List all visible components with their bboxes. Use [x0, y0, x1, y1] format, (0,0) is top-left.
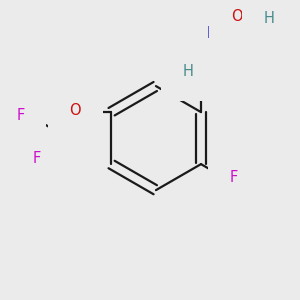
Text: O: O: [70, 103, 81, 118]
Text: F: F: [33, 151, 41, 166]
Text: H: H: [183, 64, 194, 80]
Text: F: F: [230, 170, 238, 185]
Text: N: N: [207, 26, 218, 41]
Text: O: O: [231, 9, 242, 24]
Text: H: H: [263, 11, 274, 26]
Text: F: F: [16, 108, 25, 123]
